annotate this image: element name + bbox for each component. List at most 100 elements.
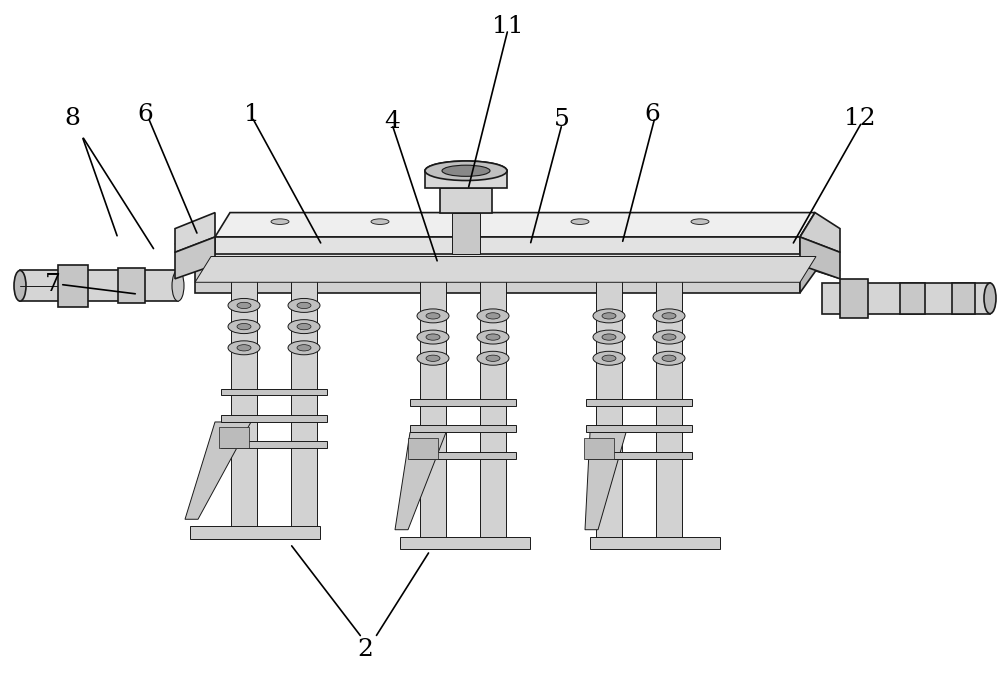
Bar [656, 279, 682, 544]
Ellipse shape [172, 270, 184, 301]
Ellipse shape [477, 330, 509, 344]
Polygon shape [408, 438, 438, 459]
Ellipse shape [477, 309, 509, 323]
Bar [586, 399, 692, 406]
Polygon shape [195, 265, 800, 293]
Ellipse shape [653, 351, 685, 365]
Ellipse shape [571, 219, 589, 224]
Ellipse shape [653, 309, 685, 323]
Polygon shape [195, 237, 820, 265]
Ellipse shape [237, 345, 251, 351]
Polygon shape [800, 213, 840, 252]
Text: 4: 4 [384, 110, 400, 132]
Bar [410, 425, 516, 432]
Ellipse shape [691, 219, 709, 224]
Ellipse shape [425, 161, 507, 181]
Polygon shape [425, 171, 507, 188]
Polygon shape [800, 213, 815, 254]
Polygon shape [118, 268, 145, 303]
Bar [596, 279, 622, 544]
Ellipse shape [425, 161, 507, 181]
Bar [410, 452, 516, 459]
Bar [586, 425, 692, 432]
Polygon shape [175, 213, 215, 252]
Ellipse shape [228, 320, 260, 334]
Ellipse shape [486, 313, 500, 319]
Polygon shape [590, 537, 720, 549]
Ellipse shape [486, 334, 500, 340]
Polygon shape [195, 256, 816, 282]
Ellipse shape [662, 334, 676, 340]
Ellipse shape [662, 313, 676, 319]
Polygon shape [215, 237, 800, 254]
Ellipse shape [237, 323, 251, 330]
Text: 12: 12 [844, 107, 876, 130]
Text: 11: 11 [492, 15, 524, 38]
Polygon shape [900, 283, 925, 314]
Polygon shape [952, 283, 975, 314]
Text: 8: 8 [64, 107, 80, 130]
Bar [420, 279, 446, 544]
Ellipse shape [297, 345, 311, 351]
Text: 6: 6 [137, 103, 153, 125]
Ellipse shape [426, 334, 440, 340]
Ellipse shape [417, 351, 449, 365]
Ellipse shape [417, 330, 449, 344]
Bar [586, 452, 692, 459]
Ellipse shape [297, 323, 311, 330]
Bar [231, 268, 257, 533]
Polygon shape [840, 279, 868, 318]
Text: 7: 7 [45, 273, 61, 296]
Ellipse shape [297, 302, 311, 309]
Ellipse shape [271, 219, 289, 224]
Polygon shape [190, 526, 320, 539]
Polygon shape [585, 432, 626, 530]
Text: 6: 6 [644, 103, 660, 125]
Polygon shape [822, 283, 990, 314]
Polygon shape [440, 188, 492, 213]
Bar [452, 213, 480, 254]
Polygon shape [800, 237, 820, 293]
Ellipse shape [442, 165, 490, 176]
Polygon shape [395, 432, 446, 530]
Ellipse shape [593, 309, 625, 323]
Text: 2: 2 [357, 638, 373, 661]
Polygon shape [215, 213, 815, 237]
Text: 5: 5 [554, 109, 570, 131]
Ellipse shape [653, 330, 685, 344]
Polygon shape [219, 427, 249, 448]
Polygon shape [584, 438, 614, 459]
Ellipse shape [14, 270, 26, 301]
Ellipse shape [593, 351, 625, 365]
Ellipse shape [593, 330, 625, 344]
Ellipse shape [426, 313, 440, 319]
Ellipse shape [237, 302, 251, 309]
Polygon shape [185, 422, 251, 519]
Polygon shape [175, 237, 215, 279]
Ellipse shape [417, 309, 449, 323]
Ellipse shape [602, 355, 616, 362]
Ellipse shape [426, 355, 440, 362]
Ellipse shape [288, 298, 320, 312]
Ellipse shape [288, 341, 320, 355]
Bar [480, 279, 506, 544]
Ellipse shape [477, 351, 509, 365]
Ellipse shape [662, 355, 676, 362]
Ellipse shape [984, 283, 996, 314]
Bar [221, 441, 327, 448]
Bar [291, 268, 317, 533]
Polygon shape [400, 537, 530, 549]
Ellipse shape [371, 219, 389, 224]
Text: 1: 1 [244, 103, 260, 125]
Ellipse shape [486, 355, 500, 362]
Polygon shape [20, 270, 178, 301]
Ellipse shape [228, 298, 260, 312]
Ellipse shape [288, 320, 320, 334]
Bar [221, 388, 327, 395]
Ellipse shape [228, 341, 260, 355]
Polygon shape [800, 237, 840, 279]
Bar [410, 399, 516, 406]
Polygon shape [58, 265, 88, 307]
Ellipse shape [602, 334, 616, 340]
Bar [221, 415, 327, 422]
